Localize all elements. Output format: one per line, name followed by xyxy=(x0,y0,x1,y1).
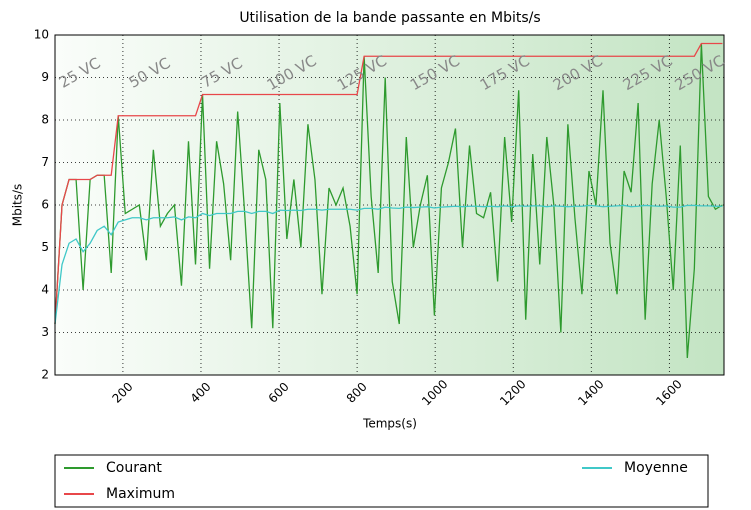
x-tick-label: 1400 xyxy=(575,377,606,408)
y-tick-label: 2 xyxy=(41,368,49,382)
y-tick-label: 8 xyxy=(41,113,49,127)
x-tick-label: 1600 xyxy=(653,377,684,408)
series-line xyxy=(54,204,723,325)
x-tick-label: 200 xyxy=(110,380,136,406)
legend: Courant Maximum Moyenne xyxy=(54,454,709,508)
x-tick-label: 1200 xyxy=(497,377,528,408)
x-tick-label: 400 xyxy=(188,380,214,406)
y-axis-label: Mbits/s xyxy=(11,184,25,227)
y-tick-label: 10 xyxy=(34,28,49,42)
series-line xyxy=(54,42,723,325)
x-tick-label: 600 xyxy=(266,380,292,406)
chart-title: Utilisation de la bande passante en Mbit… xyxy=(239,10,540,26)
plot-area xyxy=(54,34,724,376)
x-axis-label: Temps(s) xyxy=(362,417,417,431)
y-tick-label: 5 xyxy=(41,240,49,254)
y-tick-label: 9 xyxy=(41,70,49,84)
y-tick-label: 7 xyxy=(41,155,49,169)
y-tick-label: 3 xyxy=(41,325,49,339)
series-line xyxy=(54,43,723,359)
x-tick-label: 1000 xyxy=(419,377,450,408)
legend-label: Courant xyxy=(106,460,162,476)
x-tick-label: 800 xyxy=(344,380,370,406)
legend-box xyxy=(54,454,709,508)
y-tick-label: 6 xyxy=(41,198,49,212)
legend-label: Moyenne xyxy=(624,460,688,476)
y-tick-label: 4 xyxy=(41,283,49,297)
plot-frame xyxy=(54,34,725,376)
legend-label: Maximum xyxy=(106,486,175,502)
